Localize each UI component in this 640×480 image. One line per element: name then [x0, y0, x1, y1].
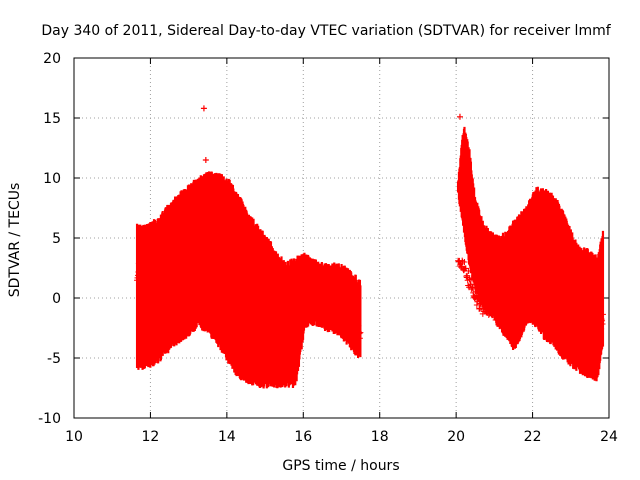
data-layer [134, 105, 606, 389]
y-tick-label: 20 [43, 51, 61, 67]
data-point [458, 263, 465, 270]
y-tick-label: 5 [52, 231, 61, 247]
y-axis-label: SDTVAR / TECUs [7, 183, 23, 298]
outlier-point [456, 113, 463, 120]
outlier-point [200, 105, 207, 112]
data-point [599, 311, 606, 318]
x-tick-label: 18 [371, 429, 389, 445]
y-tick-label: 10 [43, 171, 61, 187]
plot-frame [73, 57, 610, 419]
data-point [461, 258, 468, 265]
data-point [357, 329, 364, 336]
y-tick-label: -10 [38, 411, 61, 427]
tick-labels: 10 12 14 16 18 20 22 24 -10 -5 0 5 10 15 20 [38, 51, 618, 445]
x-tick-label: 10 [65, 429, 83, 445]
x-tick-label: 16 [294, 429, 312, 445]
y-tick-label: 0 [52, 291, 61, 307]
x-tick-label: 22 [524, 429, 542, 445]
y-tick-label: 15 [43, 111, 61, 127]
x-tick-label: 20 [447, 429, 465, 445]
chart-title: Day 340 of 2011, Sidereal Day-to-day VTE… [41, 23, 611, 39]
data-point [462, 265, 469, 272]
y-tick-label: -5 [47, 351, 61, 367]
x-axis-label: GPS time / hours [282, 458, 399, 474]
x-tick-label: 24 [600, 429, 618, 445]
x-tick-label: 14 [218, 429, 236, 445]
x-tick-label: 12 [142, 429, 160, 445]
outlier-point [202, 157, 209, 163]
